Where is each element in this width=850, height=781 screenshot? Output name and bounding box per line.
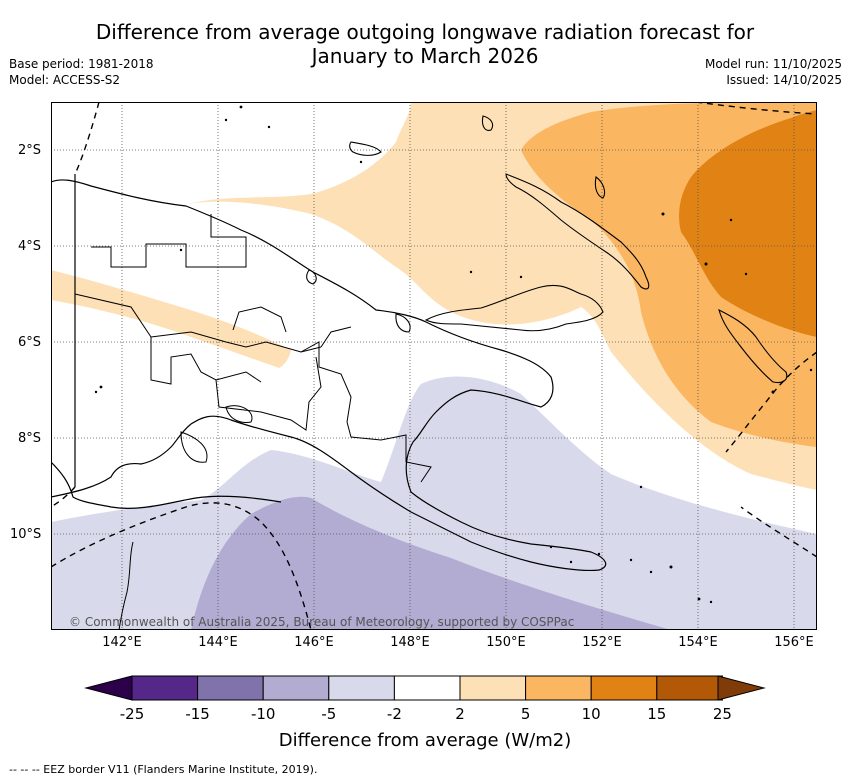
title-line-1: Difference from average outgoing longwav…: [95, 20, 755, 44]
meta-left: Base period: 1981-2018 Model: ACCESS-S2: [9, 56, 154, 88]
islands: [306, 115, 788, 384]
lon-label-154e: 154°E: [678, 635, 718, 650]
colorbar-tick-label: 15: [647, 705, 667, 723]
delta-islands: [180, 405, 253, 463]
graticule: [51, 102, 817, 630]
colorbar-segment: [262, 675, 330, 701]
colorbar-extend-high: [717, 675, 766, 701]
eez-footnote: -- -- -- EEZ border V11 (Flanders Marine…: [9, 763, 318, 776]
colorbar-extend-low: [84, 675, 133, 701]
lon-label-144e: 144°E: [198, 635, 238, 650]
colorbar-tick-label: -15: [185, 705, 210, 723]
lat-label-4s: 4°S: [18, 239, 42, 254]
colorbar-segment: [328, 675, 395, 701]
lon-label-142e: 142°E: [102, 635, 142, 650]
colorbar-segment: [590, 675, 658, 701]
chart-title: Difference from average outgoing longwav…: [0, 20, 850, 68]
colorbar-tick-label: -2: [386, 705, 402, 723]
issued-date: Issued: 14/10/2025: [726, 73, 842, 87]
cape-york-coast: [118, 541, 134, 630]
lat-label-6s: 6°S: [18, 335, 42, 350]
colorbar-tick-label: 5: [520, 705, 531, 723]
lon-label-148e: 148°E: [390, 635, 430, 650]
colorbar-segment: [197, 675, 264, 701]
province-borders: [74, 214, 432, 483]
anomaly-neg-5-10: [191, 496, 671, 630]
colorbar-segment: [525, 675, 592, 701]
lat-label-10s: 10°S: [10, 527, 42, 542]
colorbar-tick-label: -10: [250, 705, 276, 723]
base-period: Base period: 1981-2018: [9, 57, 154, 71]
lon-label-146e: 146°E: [294, 635, 334, 650]
forecast-map: © Commonwealth of Australia 2025, Bureau…: [51, 102, 817, 630]
lon-label-150e: 150°E: [486, 635, 526, 650]
map-frame: [51, 102, 817, 630]
colorbar: [84, 675, 766, 701]
title-line-2: January to March 2026: [311, 44, 539, 68]
colorbar-tick-label: 25: [712, 705, 732, 723]
meta-right: Model run: 11/10/2025 Issued: 14/10/2025: [705, 56, 842, 88]
colorbar-tick-label: 10: [581, 705, 601, 723]
lat-label-2s: 2°S: [18, 143, 42, 158]
lat-label-8s: 8°S: [18, 431, 42, 446]
model-run: Model run: 11/10/2025: [704, 57, 842, 71]
colorbar-segment: [459, 675, 527, 701]
copyright-text: © Commonwealth of Australia 2025, Bureau…: [69, 615, 574, 629]
colorbar-segment: [131, 675, 199, 701]
colorbar-segment: [656, 675, 723, 701]
colorbar-segment: [393, 675, 461, 701]
colorbar-tick-label: 2: [455, 705, 465, 723]
lon-label-156e: 156°E: [774, 635, 814, 650]
eez-borders: [51, 102, 817, 630]
lon-label-152e: 152°E: [582, 635, 622, 650]
new-guinea-coastline: [51, 179, 607, 572]
colorbar-tick-label: -25: [119, 705, 145, 723]
model-name: Model: ACCESS-S2: [9, 73, 121, 87]
colorbar-title: Difference from average (W/m2): [278, 730, 572, 751]
south-coastline: [51, 461, 282, 509]
colorbar-tick-label: -5: [321, 705, 337, 723]
anomaly-pos-10-15: [679, 110, 817, 337]
